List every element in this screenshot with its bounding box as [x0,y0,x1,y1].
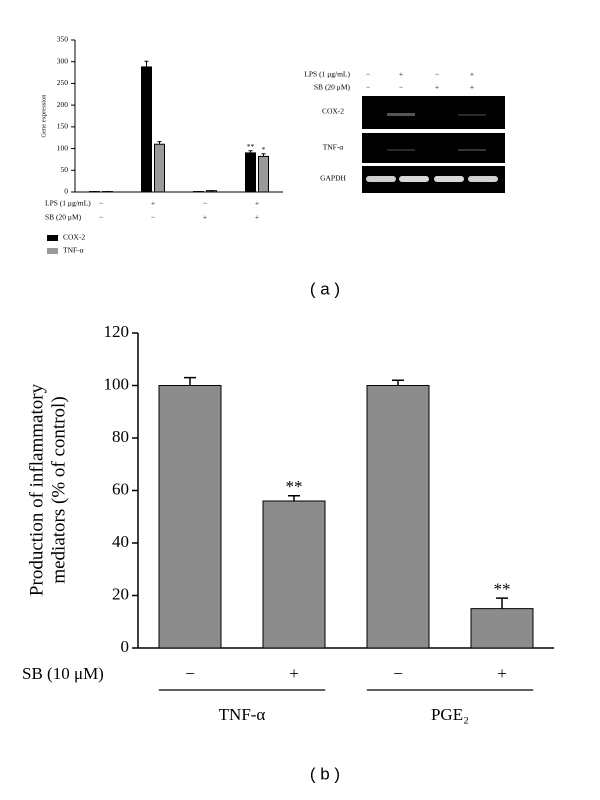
gel-band [366,176,396,182]
gel-condition-sign: + [399,70,403,79]
significance: ** [247,142,255,151]
condition-sign: − [99,199,103,208]
bar [258,155,269,193]
condition-sign: − [185,664,195,683]
y-tick-label: 0 [121,637,130,656]
condition-label: LPS (1 μg/mL) [45,199,91,208]
gel-band [458,114,486,116]
gel-condition-sign: + [470,70,474,79]
legend-label: COX-2 [63,233,85,242]
gel-box [362,133,505,163]
condition-sign: + [151,199,155,208]
y-axis-label: Gene expression [40,94,47,138]
y-tick-label: 50 [61,165,69,174]
y-tick-label: 150 [57,122,69,131]
bar [470,608,534,649]
y-tick-label: 40 [112,532,129,551]
y-tick-label: 0 [64,187,68,196]
gel-condition-sign: + [470,83,474,92]
error-bar [261,153,266,157]
condition-sign: − [151,213,155,222]
gel-condition-sign: − [435,70,439,79]
condition-sign: + [255,213,259,222]
y-tick-label: 300 [57,56,69,65]
gel-row-label: TNF-α [323,143,344,152]
error-bar [184,376,196,386]
error-bar [248,150,253,153]
bar [262,500,326,649]
bar [141,66,152,193]
condition-sign: − [99,213,103,222]
condition-sign: + [203,213,207,222]
condition-sign: − [203,199,207,208]
significance: ** [286,477,303,496]
legend-swatch [47,248,58,254]
condition-label: SB (20 μM) [45,213,82,222]
legend-swatch [47,235,58,241]
gel-condition-sign: + [435,83,439,92]
group-label: TNF-α [219,705,266,724]
bar [154,143,165,193]
bar [366,385,430,649]
gel-band [387,149,415,151]
error-bar [157,141,162,145]
y-tick-label: 120 [104,322,130,341]
gel-condition-sign: − [366,70,370,79]
y-tick-label: 250 [57,78,69,87]
error-bar [144,60,149,67]
gel-band [387,113,415,116]
gel-band [434,176,464,182]
y-axis-label: Production of inflammatory [26,383,47,596]
group-label: PGE₂ [431,705,469,724]
y-tick-label: 80 [112,427,129,446]
gel-condition-sign: − [366,83,370,92]
error-bar [496,597,508,609]
gel-image [362,96,505,193]
panel-label: ( b ) [310,764,340,783]
y-tick-label: 200 [57,100,69,109]
panel-label: ( a ) [310,279,340,298]
y-axis-label: mediators (% of control) [48,396,69,583]
legend-label: TNF-α [63,246,84,255]
y-tick-label: 60 [112,479,129,498]
gel-row-label: GAPDH [320,174,346,183]
condition-sign: − [393,664,403,683]
y-tick-label: 350 [57,35,69,44]
condition-sign: + [289,664,299,683]
significance: ** [494,579,511,598]
condition-label: SB (10 μM) [22,664,104,683]
condition-sign: + [255,199,259,208]
significance: * [262,145,266,154]
error-bar [288,495,300,501]
y-tick-label: 100 [57,143,69,152]
gel-condition-label: LPS (1 μg/mL) [304,70,350,79]
gel-box [362,96,505,129]
error-bar [392,379,404,386]
bar [245,152,256,193]
y-tick-label: 20 [112,584,129,603]
gel-band [399,176,429,182]
condition-sign: + [497,664,507,683]
bar [158,385,222,649]
gel-band [468,176,498,182]
gel-band [458,149,486,151]
gel-row-label: COX-2 [322,107,344,116]
gel-condition-label: SB (20 μM) [314,83,351,92]
y-tick-label: 100 [104,374,130,393]
gel-condition-sign: − [399,83,403,92]
